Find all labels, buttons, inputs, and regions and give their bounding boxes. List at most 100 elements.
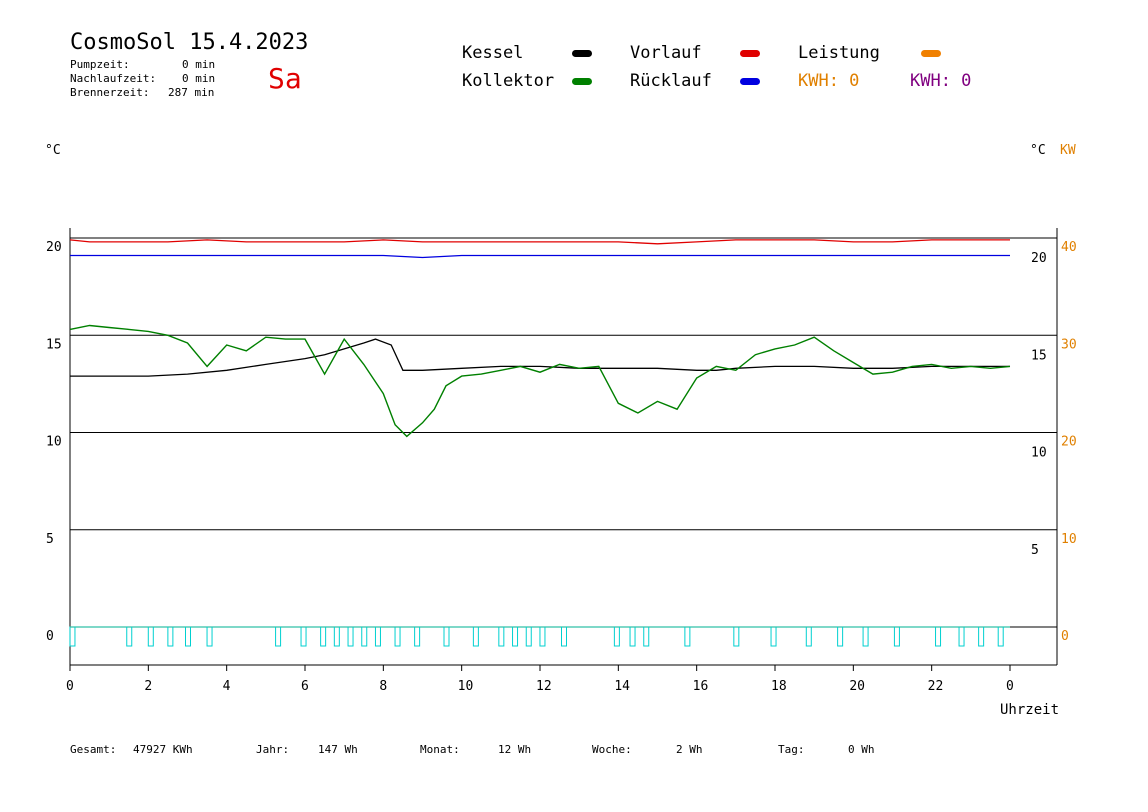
pump-pulse bbox=[333, 626, 340, 647]
footer-tag-value: 0 Wh bbox=[848, 743, 875, 756]
footer-gesamt-label: Gesamt: bbox=[70, 743, 117, 756]
footer-tag-label: Tag: bbox=[778, 743, 805, 756]
stat-label-brennerzeit: Brennerzeit: bbox=[70, 86, 150, 99]
series-line-kessel bbox=[70, 338, 1010, 377]
pump-pulse bbox=[512, 626, 519, 647]
pump-pulse bbox=[347, 626, 354, 647]
y-tick-left: 5 bbox=[46, 532, 54, 547]
footer-woche-value: 2 Wh bbox=[676, 743, 703, 756]
pump-pulse bbox=[374, 626, 381, 647]
y-tick-right-kw: 30 bbox=[1061, 337, 1077, 352]
footer-monat-label: Monat: bbox=[420, 743, 460, 756]
footer-gesamt-value: 47927 KWh bbox=[133, 743, 193, 756]
pump-pulse bbox=[167, 626, 174, 647]
series-line-rcklauf bbox=[70, 254, 1010, 259]
pump-pulse bbox=[206, 626, 213, 647]
right-kw-unit-label: KW bbox=[1060, 143, 1076, 158]
pump-pulse bbox=[539, 626, 546, 647]
pump-pulse bbox=[394, 626, 401, 647]
pump-pulse bbox=[613, 626, 620, 647]
pump-pulse bbox=[629, 626, 636, 647]
right-unit-label: °C bbox=[1030, 143, 1046, 158]
y-tick-right: 10 bbox=[1031, 446, 1047, 461]
pump-pulse bbox=[684, 626, 691, 647]
series-line-kollektor bbox=[69, 324, 1011, 438]
stat-label-nachlaufzeit: Nachlaufzeit: bbox=[70, 72, 157, 85]
pump-pulse bbox=[935, 626, 942, 647]
pump-pulse bbox=[958, 626, 965, 647]
pump-pulse bbox=[805, 626, 812, 647]
legend-kollektor-label: Kollektor bbox=[462, 71, 555, 91]
x-tick-label: 20 bbox=[849, 679, 865, 694]
x-tick-label: 12 bbox=[536, 679, 552, 694]
legend-vorlauf-label: Vorlauf bbox=[630, 43, 702, 63]
legend-kwh-purple: KWH: 0 bbox=[910, 71, 972, 91]
pump-pulse bbox=[443, 626, 450, 647]
pump-pulse bbox=[275, 626, 282, 647]
footer-woche-label: Woche: bbox=[592, 743, 632, 756]
footer-jahr-label: Jahr: bbox=[256, 743, 290, 756]
legend-ruecklauf-label: Rücklauf bbox=[630, 71, 712, 91]
page-title: CosmoSol 15.4.2023 bbox=[70, 30, 309, 55]
legend-kollektor-swatch bbox=[572, 78, 592, 85]
pump-pulse bbox=[997, 626, 1004, 647]
series-line-vorlauf bbox=[69, 239, 1010, 245]
x-tick-label: 10 bbox=[458, 679, 474, 694]
x-tick-label: 14 bbox=[614, 679, 630, 694]
stat-value-nachlaufzeit: 0 min bbox=[182, 72, 216, 85]
y-tick-right-kw: 0 bbox=[1061, 629, 1069, 644]
pump-pulse bbox=[733, 626, 740, 647]
y-tick-left: 0 bbox=[46, 629, 54, 644]
x-tick-label: 4 bbox=[223, 679, 231, 694]
pump-pulse bbox=[472, 626, 479, 647]
y-tick-left: 15 bbox=[46, 337, 62, 352]
legend-kessel-swatch bbox=[572, 50, 592, 57]
x-tick-label: 22 bbox=[928, 679, 944, 694]
stat-value-pumpzeit: 0 min bbox=[182, 58, 216, 71]
legend-vorlauf-swatch bbox=[740, 50, 760, 57]
pump-pulse bbox=[770, 626, 777, 647]
stat-label-pumpzeit: Pumpzeit: bbox=[70, 58, 130, 71]
x-tick-label: 18 bbox=[771, 679, 787, 694]
pump-pulse bbox=[978, 626, 985, 647]
pump-pulse bbox=[837, 626, 844, 647]
x-tick-label: 16 bbox=[693, 679, 709, 694]
pump-pulse bbox=[414, 626, 421, 647]
pump-pulse bbox=[185, 626, 191, 647]
pump-pulse bbox=[147, 626, 154, 647]
y-tick-left: 20 bbox=[46, 240, 62, 255]
x-tick-label: 0 bbox=[66, 679, 74, 694]
y-tick-right-kw: 40 bbox=[1061, 240, 1077, 255]
pump-pulse bbox=[525, 626, 532, 647]
x-tick-label: 8 bbox=[379, 679, 387, 694]
pump-pulse bbox=[69, 626, 76, 647]
legend-leistung-label: Leistung bbox=[798, 43, 880, 63]
pump-pulse bbox=[126, 626, 133, 647]
left-unit-label: °C bbox=[45, 143, 61, 158]
y-tick-left: 10 bbox=[46, 435, 62, 450]
y-tick-right-kw: 10 bbox=[1061, 532, 1077, 547]
y-tick-right: 5 bbox=[1031, 543, 1039, 558]
pump-pulse bbox=[498, 626, 505, 647]
legend-kwh-orange: KWH: 0 bbox=[798, 71, 860, 91]
pump-pulse bbox=[361, 626, 368, 647]
pump-pulse bbox=[300, 626, 307, 647]
weekday-label: Sa bbox=[268, 62, 302, 95]
pump-pulse bbox=[320, 626, 327, 647]
x-tick-label: 6 bbox=[301, 679, 309, 694]
y-tick-right: 15 bbox=[1031, 348, 1047, 363]
legend-leistung-swatch bbox=[921, 50, 941, 57]
pump-pulse bbox=[893, 626, 900, 647]
pump-pulse bbox=[643, 626, 650, 647]
footer-jahr-value: 147 Wh bbox=[318, 743, 358, 756]
footer-monat-value: 12 Wh bbox=[498, 743, 532, 756]
y-tick-right: 20 bbox=[1031, 251, 1047, 266]
stat-value-brennerzeit: 287 min bbox=[168, 86, 215, 99]
x-tick-label: 2 bbox=[144, 679, 152, 694]
pump-pulse bbox=[862, 626, 869, 647]
x-tick-label: 0 bbox=[1006, 679, 1014, 694]
legend-kessel-label: Kessel bbox=[462, 43, 524, 63]
x-axis-label: Uhrzeit bbox=[1000, 702, 1059, 718]
legend-ruecklauf-swatch bbox=[740, 78, 760, 85]
